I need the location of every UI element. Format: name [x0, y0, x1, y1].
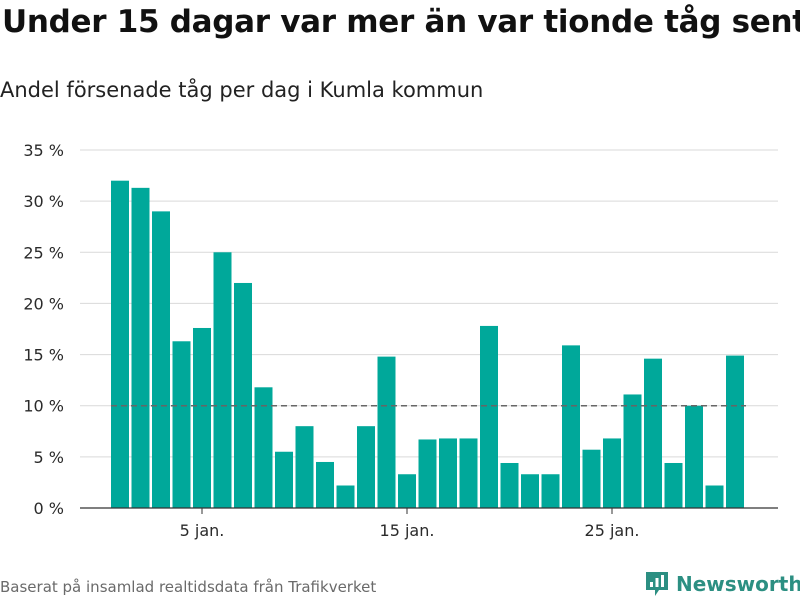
- y-tick-label: 10 %: [23, 397, 64, 416]
- brand-logo: Newsworthy: [644, 570, 800, 598]
- bar: [213, 252, 232, 508]
- y-tick-label: 30 %: [23, 192, 64, 211]
- bar: [562, 345, 580, 508]
- newsworthy-logo-icon: [646, 572, 668, 596]
- bar: [254, 387, 273, 508]
- bar: [336, 485, 355, 508]
- x-axis-ticks: 5 jan. 15 jan. 25 jan.: [180, 508, 640, 540]
- bar: [582, 449, 601, 508]
- bar: [480, 325, 498, 508]
- bar: [193, 327, 211, 508]
- x-tick-label: 15 jan.: [380, 521, 435, 540]
- brand-name: Newsworthy: [676, 572, 800, 596]
- chart-subtitle: Andel försenade tåg per dag i Kumla komm…: [0, 78, 484, 102]
- y-tick-label: 35 %: [23, 141, 64, 160]
- bar: [172, 341, 191, 508]
- bar: [111, 180, 129, 508]
- bar: [295, 426, 314, 508]
- y-tick-label: 25 %: [23, 243, 64, 262]
- bar: [418, 439, 437, 508]
- bar: [152, 211, 170, 508]
- bar: [623, 394, 642, 508]
- y-tick-label: 0 %: [34, 499, 64, 518]
- bar: [500, 462, 519, 508]
- bars: [111, 180, 744, 509]
- bar: [705, 485, 724, 508]
- chart-title: Under 15 dagar var mer än var tionde tåg…: [2, 4, 800, 40]
- bar: [521, 474, 539, 508]
- bar: [234, 282, 252, 508]
- bar: [685, 405, 703, 508]
- y-axis-labels: 0 % 5 % 10 % 15 % 20 % 25 % 30 % 35 %: [23, 141, 64, 518]
- source-note: Baserat på insamlad realtidsdata från Tr…: [0, 578, 377, 596]
- bar: [459, 438, 478, 508]
- y-tick-label: 5 %: [34, 448, 64, 467]
- x-tick-label: 25 jan.: [585, 521, 640, 540]
- bar: [439, 438, 457, 508]
- bar: [603, 438, 621, 508]
- bar: [131, 187, 150, 509]
- bar-chart: 5 jan. 15 jan. 25 jan. 0 % 5 % 10 % 15 % 20 % 2…: [23, 141, 778, 540]
- bar: [316, 461, 334, 508]
- bar: [726, 355, 744, 508]
- x-tick-label: 5 jan.: [180, 521, 225, 540]
- y-tick-label: 15 %: [23, 346, 64, 365]
- bar: [377, 356, 396, 508]
- y-tick-label: 20 %: [23, 294, 64, 313]
- bar: [398, 474, 416, 508]
- bar: [644, 358, 662, 508]
- bar: [275, 451, 293, 508]
- bar: [664, 462, 683, 508]
- bar: [357, 426, 375, 508]
- bar: [541, 474, 560, 508]
